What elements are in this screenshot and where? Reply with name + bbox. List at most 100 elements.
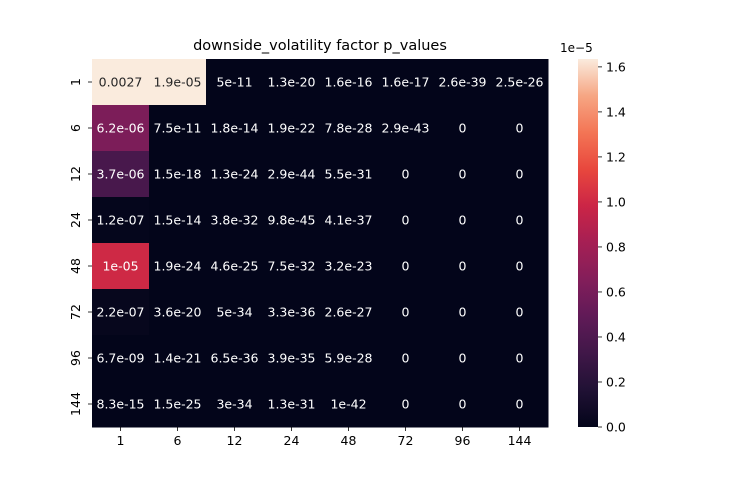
heatmap-cell-label: 7.5e-11 [154,121,202,136]
heatmap-cell-label: 0 [516,213,524,228]
heatmap-cell-r1-c72 [377,59,435,106]
heatmap-cell-r144-c48 [320,381,378,428]
colorbar-tick-label: 1.6 [606,59,626,74]
x-axis: 1 6 12 24 48 72 96 144 [117,427,532,448]
heatmap-cell-r12-c24 [263,151,321,198]
heatmap-cell-r12-c144 [491,151,549,198]
heatmap-cell-r72-c48 [320,289,378,336]
colorbar-tick-label: 1.0 [606,194,626,209]
heatmap-cell-label: 0 [516,167,524,182]
heatmap-cell-r24-c1 [92,197,150,244]
heatmap-cell-label: 3.6e-20 [154,305,202,320]
y-tick-label: 1 [68,78,83,86]
heatmap-cell-r48-c12 [206,243,264,290]
heatmap-cell-label: 5.5e-31 [325,167,373,182]
colorbar-tick-label: 1.4 [606,104,626,119]
colorbar-tick-label: 1.2 [606,149,626,164]
heatmap-cell-label: 1.3e-24 [211,167,259,182]
heatmap-cell-r12-c72 [377,151,435,198]
heatmap-cell-r6-c72 [377,105,435,152]
heatmap-cell-r48-c6 [149,243,207,290]
heatmap-cell-label: 6.7e-09 [97,351,145,366]
heatmap-cell-label: 1.6e-17 [382,75,430,90]
x-tick-label: 24 [284,433,300,448]
heatmap-cell-label: 1.6e-16 [325,75,373,90]
heatmap-cell-r24-c96 [434,197,492,244]
heatmap-cell-r144-c1 [92,381,150,428]
y-tick-label: 48 [68,258,83,274]
heatmap-cell-r144-c72 [377,381,435,428]
heatmap-cell-r48-c48 [320,243,378,290]
heatmap-cell-r144-c144 [491,381,549,428]
heatmap-cell-r48-c1 [92,243,150,290]
heatmap-cell-label: 0 [459,121,467,136]
heatmap-cell-r1-c144 [491,59,549,106]
heatmap-cell-label: 0 [516,121,524,136]
heatmap-cell-label: 2.6e-39 [439,75,487,90]
heatmap-cell-label: 1.9e-05 [154,75,202,90]
heatmap-cell-label: 0 [516,397,524,412]
heatmap-cell-label: 4.6e-25 [211,259,259,274]
heatmap-cell-r12-c1 [92,151,150,198]
colorbar-ticks: 0.0 0.2 0.4 0.6 0.8 1.0 1.2 1.4 1.6 [598,59,626,435]
heatmap-cell-r48-c72 [377,243,435,290]
colorbar-tick-label: 0.4 [606,329,626,344]
x-tick-label: 6 [174,433,182,448]
heatmap-cell-r96-c6 [149,335,207,382]
heatmap-cell-r6-c1 [92,105,150,152]
x-tick-label: 72 [398,433,414,448]
heatmap-cell-label: 2.5e-26 [496,75,544,90]
heatmap-cell-label: 1.5e-25 [154,397,202,412]
heatmap-cell-r96-c24 [263,335,321,382]
heatmap-cell-label: 2.2e-07 [97,305,145,320]
heatmap-cell-r48-c24 [263,243,321,290]
heatmap-cell-label: 2.9e-44 [268,167,316,182]
heatmap-cell-r6-c144 [491,105,549,152]
heatmap-cell-r72-c1 [92,289,150,336]
heatmap-cell-label: 7.5e-32 [268,259,316,274]
heatmap-cell-label: 0 [516,305,524,320]
heatmap-cell-label: 6.5e-36 [211,351,259,366]
heatmap-cell-r72-c12 [206,289,264,336]
colorbar-offset-label: 1e−5 [560,41,593,55]
heatmap-cell-label: 0 [459,351,467,366]
heatmap-cells [92,59,549,428]
heatmap-cell-r24-c12 [206,197,264,244]
heatmap-cell-label: 0 [459,259,467,274]
heatmap-cell-r96-c1 [92,335,150,382]
heatmap-cell-label: 6.2e-06 [97,121,145,136]
y-tick-label: 12 [68,166,83,182]
colorbar-tick-label: 0.0 [606,420,626,435]
heatmap-cell-label: 2.9e-43 [382,121,430,136]
heatmap-cell-labels: 0.0027 1.9e-05 5e-11 1.3e-20 1.6e-16 1.6e-17 2… [97,75,544,412]
heatmap-cell-label: 1.3e-20 [268,75,316,90]
heatmap-cell-r144-c96 [434,381,492,428]
heatmap-cell-r48-c96 [434,243,492,290]
heatmap-cell-label: 1.5e-18 [154,167,202,182]
chart-title: downside_volatility factor p_values [193,38,447,54]
x-tick-label: 1 [117,433,125,448]
heatmap-cell-label: 0 [402,213,410,228]
heatmap-cell-label: 1.4e-21 [154,351,202,366]
heatmap-cell-r6-c6 [149,105,207,152]
heatmap-cell-r1-c24 [263,59,321,106]
heatmap-cell-label: 0 [459,167,467,182]
heatmap-cell-r1-c96 [434,59,492,106]
heatmap-cell-label: 3.2e-23 [325,259,373,274]
heatmap-cell-label: 0 [459,397,467,412]
heatmap-cell-r96-c96 [434,335,492,382]
heatmap-cell-r48-c144 [491,243,549,290]
heatmap-cell-label: 4.1e-37 [325,213,373,228]
colorbar: 0.0 0.2 0.4 0.6 0.8 1.0 1.2 1.4 1.6 1e−5 [560,41,626,435]
heatmap-cell-label: 5.9e-28 [325,351,373,366]
heatmap-cell-label: 0 [402,305,410,320]
heatmap-cell-label: 3e-34 [216,397,252,412]
y-tick-label: 6 [68,124,83,132]
y-tick-label: 96 [68,350,83,366]
x-tick-label: 144 [508,433,532,448]
y-tick-label: 24 [68,212,83,228]
heatmap-cell-label: 0 [516,351,524,366]
heatmap-cell-r96-c48 [320,335,378,382]
